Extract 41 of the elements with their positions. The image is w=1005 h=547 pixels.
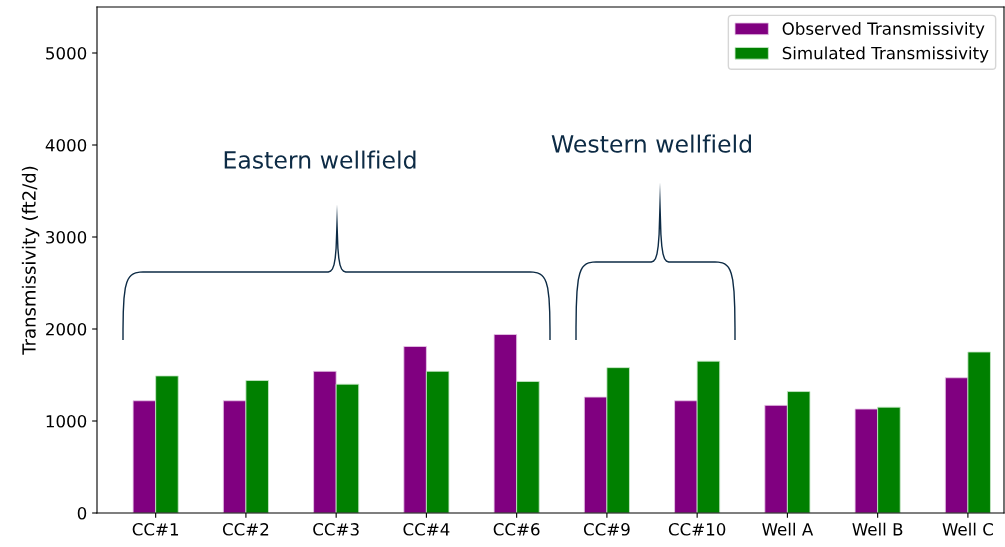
bar (674, 400, 698, 513)
bar (877, 406, 901, 513)
x-tick-label: CC#2 (222, 523, 269, 536)
bar (854, 408, 879, 513)
legend-label: Observed Transmissivity (782, 22, 985, 39)
y-tick-label: 1000 (46, 414, 87, 428)
legend-label: Simulated Transmissivity (782, 46, 989, 63)
bar (764, 404, 788, 513)
x-tick-label: CC#3 (313, 523, 359, 536)
bar (403, 346, 427, 513)
bar (313, 370, 337, 513)
x-tick-label: CC#9 (583, 523, 630, 536)
x-tick-label: Well C (942, 522, 993, 536)
bar (222, 400, 247, 513)
bar (786, 391, 811, 513)
annotation: Western wellfield (551, 134, 751, 153)
bar (696, 360, 721, 513)
bar (967, 351, 991, 513)
x-tick-label: CC#4 (403, 523, 450, 536)
bar (155, 375, 179, 513)
bar (944, 377, 969, 513)
y-tick-label: 4000 (45, 138, 87, 152)
bar (606, 367, 630, 513)
y-tick-label: 2000 (46, 322, 87, 336)
y-axis-title: Transmissivity (ft2/d) (21, 166, 40, 355)
bar (335, 383, 360, 513)
bar (425, 370, 450, 513)
bar (132, 400, 157, 513)
bar (493, 334, 518, 513)
y-tick-label: 5000 (46, 46, 87, 60)
annotation: Eastern wellfield (224, 150, 416, 169)
bar (245, 380, 269, 513)
bar (516, 381, 540, 513)
y-tick-label: 3000 (46, 230, 87, 244)
x-tick-label: Well B (852, 522, 903, 536)
x-tick-label: CC#1 (132, 523, 179, 536)
x-tick-label: CC#6 (493, 523, 540, 536)
x-tick-label: Well A (762, 522, 814, 536)
bar (583, 396, 608, 513)
y-tick-label: 0 (77, 506, 87, 520)
x-tick-label: CC#10 (668, 523, 726, 536)
